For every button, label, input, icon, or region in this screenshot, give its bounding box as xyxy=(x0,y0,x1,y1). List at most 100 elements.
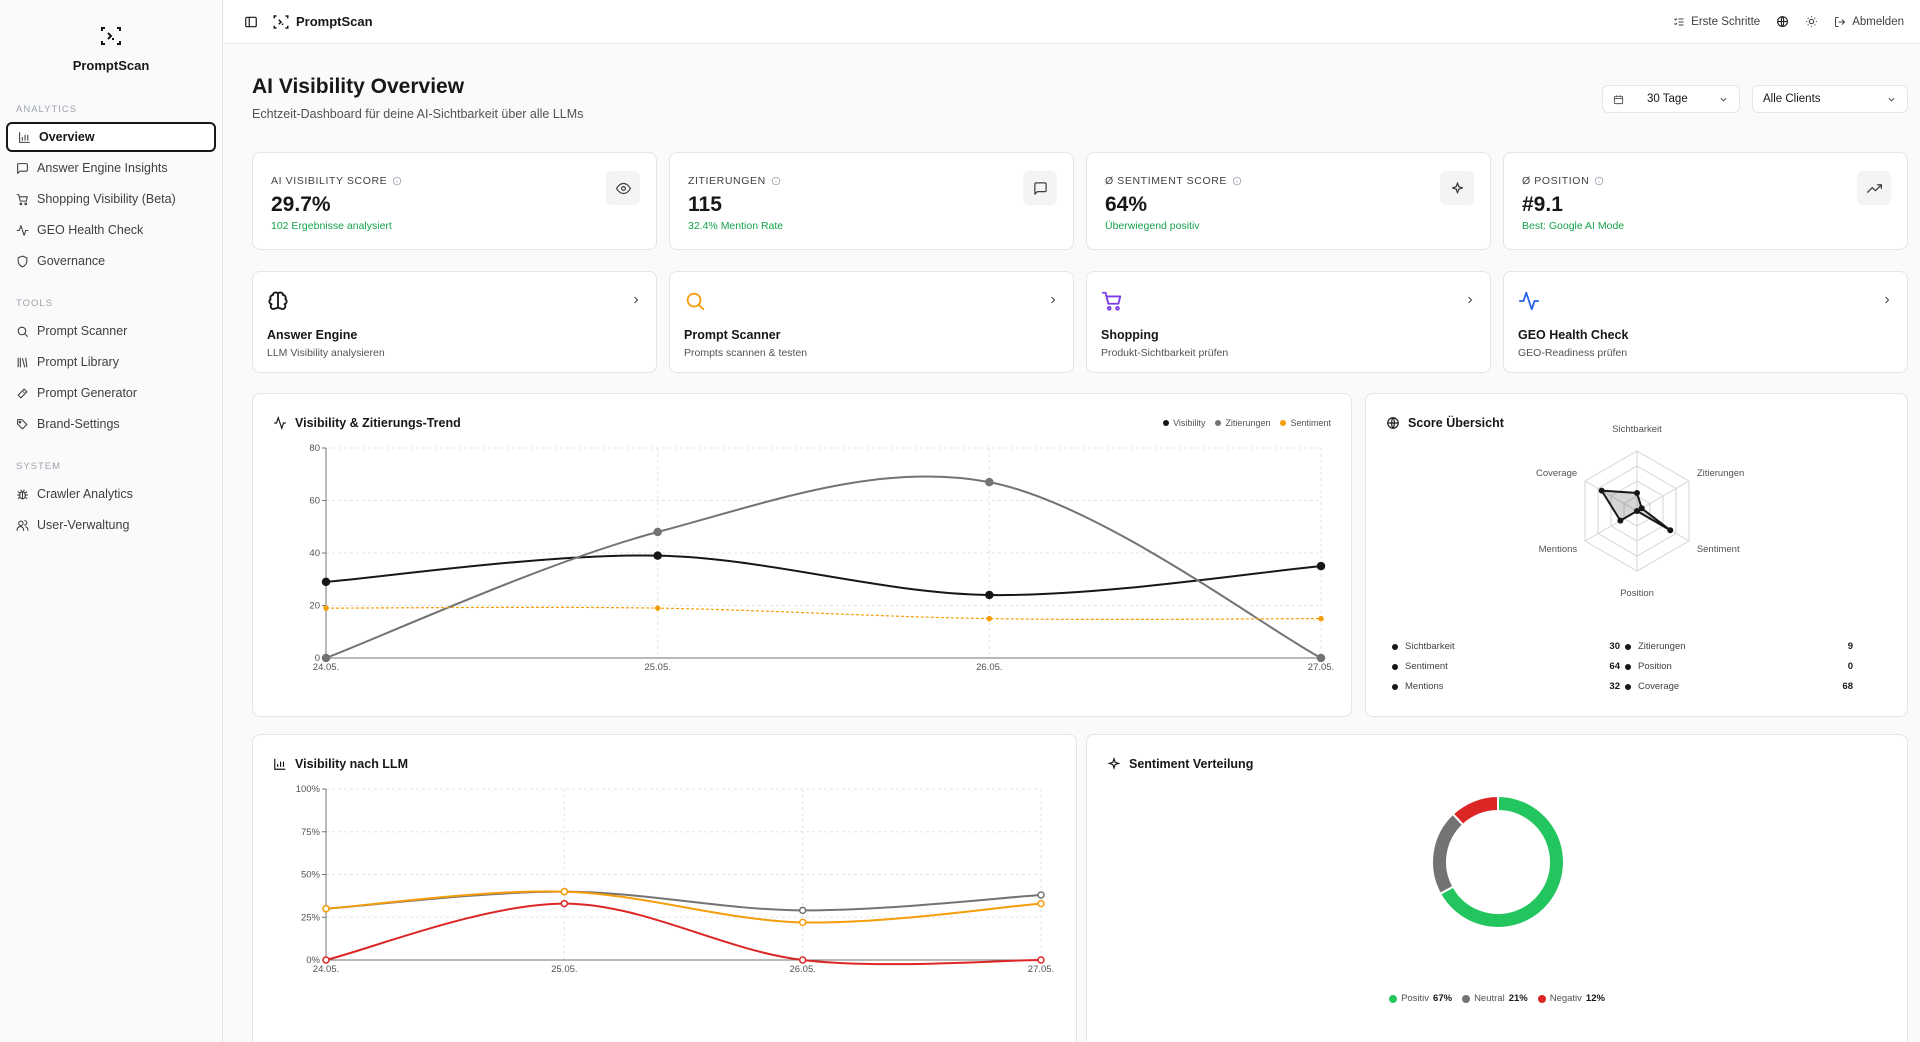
legend-value: 12% xyxy=(1585,993,1605,1004)
list-checks-icon xyxy=(1674,17,1684,25)
score-name: Sichtbarkeit xyxy=(1405,641,1455,652)
stat-card: Ø SENTIMENT SCORE 64% Überwiegend positi… xyxy=(1086,152,1491,250)
sidebar-brand[interactable]: PromptScan xyxy=(0,0,222,90)
quick-action-subtitle: Produkt-Sichtbarkeit prüfen xyxy=(1101,347,1229,359)
sidebar-section-label: SYSTEM xyxy=(16,461,62,472)
y-tick-label: 0 xyxy=(315,653,320,664)
score-dot xyxy=(1392,643,1398,650)
donut-slice xyxy=(1438,794,1565,929)
x-tick-label: 25.05. xyxy=(644,662,670,673)
score-value: 32 xyxy=(1609,681,1620,692)
y-tick-label: 60 xyxy=(309,496,320,507)
scan-logo-icon xyxy=(273,14,289,29)
quick-action-title: GEO Health Check xyxy=(1518,328,1629,342)
chevron-down-icon xyxy=(1720,97,1727,102)
sidebar-item-governance[interactable]: Governance xyxy=(6,246,216,276)
legend-label: Neutral xyxy=(1474,993,1505,1004)
radar-axis-label: Position xyxy=(1620,588,1654,599)
date-range-select[interactable]: 30 Tage xyxy=(1602,85,1740,113)
data-point xyxy=(798,918,807,927)
legend-swatch xyxy=(1163,420,1170,426)
score-row: Coverage 68 xyxy=(1625,681,1853,692)
quick-action-card[interactable]: Prompt Scanner Prompts scannen & testen xyxy=(669,271,1074,373)
data-point xyxy=(1316,561,1326,571)
trend-chart-title-text: Visibility & Zitierungs-Trend xyxy=(295,416,461,430)
sidebar-item-label: Brand-Settings xyxy=(37,417,120,431)
quick-action-card[interactable]: GEO Health Check GEO-Readiness prüfen xyxy=(1503,271,1908,373)
score-overview-title-text: Score Übersicht xyxy=(1408,416,1504,430)
sidebar-item-geo-health-check[interactable]: GEO Health Check xyxy=(6,215,216,245)
llm-chart-title: Visibility nach LLM xyxy=(273,757,408,771)
info-icon[interactable] xyxy=(392,176,402,186)
data-point xyxy=(321,577,331,587)
info-icon[interactable] xyxy=(771,176,781,186)
sidebar-item-prompt-scanner[interactable]: Prompt Scanner xyxy=(6,316,216,346)
users-icon xyxy=(16,519,29,531)
sidebar-item-label: Prompt Scanner xyxy=(37,324,128,338)
legend-item: Positiv 67% xyxy=(1389,993,1452,1004)
radar-point xyxy=(1638,505,1645,512)
sidebar-item-overview[interactable]: Overview xyxy=(6,122,216,152)
quick-action-subtitle: Prompts scannen & testen xyxy=(684,347,808,359)
radar-point xyxy=(1617,517,1624,524)
theme-toggle-button[interactable] xyxy=(1805,15,1818,28)
sidebar-toggle-icon[interactable] xyxy=(244,15,258,29)
client-select[interactable]: Alle Clients xyxy=(1752,85,1908,113)
y-tick-label: 40 xyxy=(309,548,320,559)
legend-swatch xyxy=(1215,420,1222,426)
quick-action-icon xyxy=(1101,290,1123,312)
sidebar-item-prompt-library[interactable]: Prompt Library xyxy=(6,347,216,377)
sidebar-item-user-verwaltung[interactable]: User-Verwaltung xyxy=(6,510,216,540)
bar-chart-icon xyxy=(19,131,30,143)
quick-action-card[interactable]: Shopping Produkt-Sichtbarkeit prüfen xyxy=(1086,271,1491,373)
radar-axis-label: Zitierungen xyxy=(1697,468,1745,479)
sidebar-item-shopping-visibility-beta[interactable]: Shopping Visibility (Beta) xyxy=(6,184,216,214)
score-value: 64 xyxy=(1609,661,1620,672)
legend-label: Positiv xyxy=(1401,993,1430,1004)
topbar-brand[interactable]: PromptScan xyxy=(272,13,373,31)
sentiment-card: Sentiment Verteilung Positiv 67% Neutral 21… xyxy=(1086,734,1908,1042)
quick-action-title: Prompt Scanner xyxy=(684,328,781,342)
info-icon[interactable] xyxy=(1594,176,1604,186)
topbar: PromptScan Erste Schritte Abmelden xyxy=(224,0,1920,44)
legend-label: Visibility xyxy=(1173,418,1206,428)
sidebar-item-label: Overview xyxy=(39,130,95,144)
first-steps-label: Erste Schritte xyxy=(1691,15,1761,28)
score-row: Sichtbarkeit 30 xyxy=(1392,641,1620,652)
legend-item: Sentiment xyxy=(1280,418,1331,428)
cart-icon xyxy=(1101,291,1122,311)
data-point xyxy=(1037,956,1045,964)
language-button[interactable] xyxy=(1776,15,1789,28)
quick-action-card[interactable]: Answer Engine LLM Visibility analysieren xyxy=(252,271,657,373)
logout-button[interactable]: Abmelden xyxy=(1834,16,1904,28)
quick-action-title: Answer Engine xyxy=(267,328,358,342)
sidebar-item-answer-engine-insights[interactable]: Answer Engine Insights xyxy=(6,153,216,183)
score-name: Coverage xyxy=(1638,681,1680,692)
sidebar-item-crawler-analytics[interactable]: Crawler Analytics xyxy=(6,479,216,509)
chevron-down-icon xyxy=(1888,97,1895,102)
stat-sub: Best: Google AI Mode xyxy=(1522,220,1625,232)
stat-label: Ø POSITION xyxy=(1522,175,1604,187)
score-overview-card: Score Übersicht Sichtbarkeit Zitierungen S… xyxy=(1365,393,1908,717)
data-point xyxy=(654,605,661,611)
score-overview-title: Score Übersicht xyxy=(1386,416,1504,430)
first-steps-button[interactable]: Erste Schritte xyxy=(1673,16,1760,28)
radar-axis-label: Sichtbarkeit xyxy=(1612,424,1662,435)
score-row: Zitierungen 9 xyxy=(1625,641,1853,652)
x-tick-label: 27.05. xyxy=(1028,964,1054,975)
logout-icon xyxy=(1835,16,1846,27)
stat-label-text: ZITIERUNGEN xyxy=(688,175,766,187)
sidebar-item-prompt-generator[interactable]: Prompt Generator xyxy=(6,378,216,408)
series-line xyxy=(325,475,1322,659)
shield-icon xyxy=(17,255,28,267)
score-dot xyxy=(1625,683,1631,690)
stat-label: ZITIERUNGEN xyxy=(688,175,781,187)
trend-chart-card: Visibility & Zitierungs-Trend Visibility… xyxy=(252,393,1352,717)
legend-item: Visibility xyxy=(1163,418,1205,428)
sidebar-item-brand-settings[interactable]: Brand-Settings xyxy=(6,409,216,439)
y-tick-label: 100% xyxy=(296,784,321,795)
stat-card: AI VISIBILITY SCORE 29.7% 102 Ergebnisse… xyxy=(252,152,657,250)
sidebar-item-label: Answer Engine Insights xyxy=(37,161,168,175)
info-icon[interactable] xyxy=(1232,176,1242,186)
x-tick-label: 27.05. xyxy=(1308,662,1334,673)
